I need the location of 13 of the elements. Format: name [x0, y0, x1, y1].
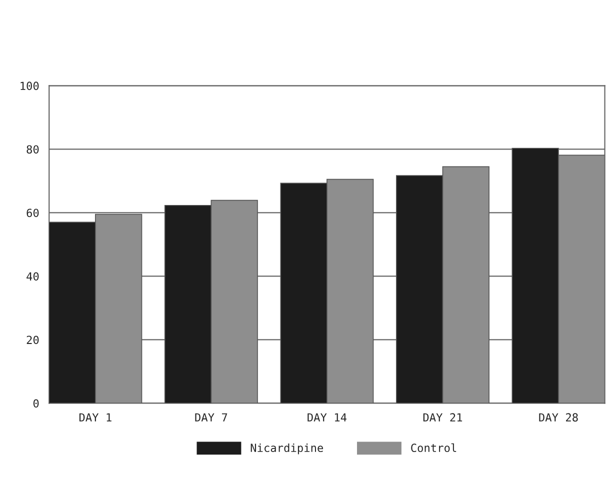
- y-tick-label: 0: [33, 399, 39, 408]
- y-tick-label: 40: [26, 272, 39, 281]
- x-tick-label: DAY 1: [79, 413, 112, 422]
- y-tick-label: 100: [20, 82, 39, 90]
- x-tick-label: DAY 28: [539, 413, 578, 422]
- y-tick-label: 80: [26, 145, 39, 154]
- legend-label: Nicardipine: [250, 443, 324, 454]
- legend-label: Control: [411, 443, 456, 452]
- x-tick-label: DAY 21: [423, 413, 462, 422]
- x-tick-label: DAY 7: [195, 413, 228, 422]
- y-tick-label: 20: [26, 336, 39, 344]
- y-tick-label: 60: [26, 208, 39, 218]
- x-tick-label: DAY 14: [308, 413, 346, 422]
